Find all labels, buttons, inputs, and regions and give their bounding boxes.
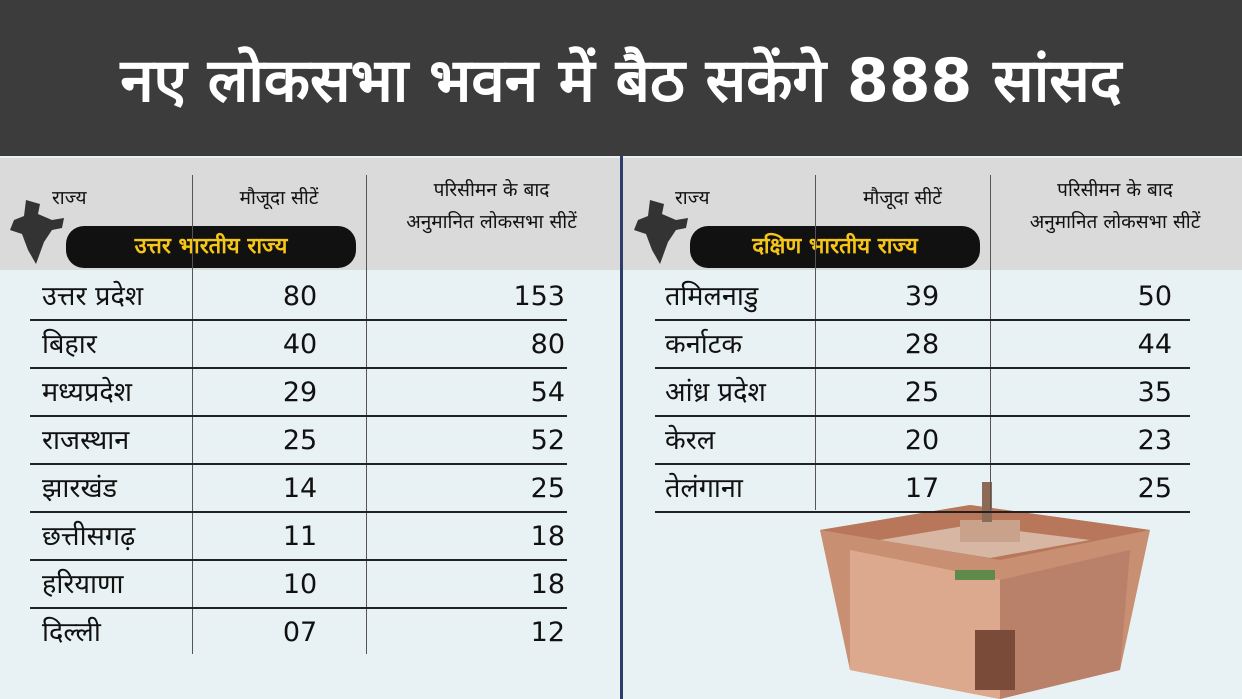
row-line	[30, 511, 567, 513]
header-after: परिसीमन के बाद	[433, 179, 550, 201]
state-name: दिल्ली	[42, 617, 101, 648]
parliament-illustration	[820, 482, 1150, 699]
row-line	[655, 511, 1190, 513]
divider	[620, 156, 623, 699]
state-name: केरल	[665, 425, 716, 456]
column-line	[192, 175, 193, 654]
projected-seats: 44	[1137, 329, 1172, 360]
row-line	[30, 415, 567, 417]
state-name: उत्तर प्रदेश	[42, 281, 144, 312]
projected-seats: 25	[530, 473, 565, 504]
row-line	[30, 559, 567, 561]
state-name: राजस्थान	[42, 425, 130, 456]
current-seats: 14	[282, 473, 318, 504]
projected-seats: 18	[530, 521, 565, 552]
current-seats: 20	[904, 425, 940, 456]
current-seats: 11	[282, 521, 318, 552]
row-line	[655, 367, 1190, 369]
title: नए लोकसभा भवन में बैठ सकेंगे 888 सांसद	[120, 46, 1122, 116]
current-seats: 28	[904, 329, 940, 360]
row-line	[30, 607, 567, 609]
header-after: अनुमानित लोकसभा सीटें	[406, 211, 577, 233]
projected-seats: 12	[530, 617, 565, 648]
state-name: हरियाणा	[42, 569, 124, 600]
state-name: तेलंगाना	[665, 473, 743, 504]
row-line	[655, 415, 1190, 417]
region-badge: उत्तर भारतीय राज्य	[66, 226, 356, 268]
current-seats: 07	[282, 617, 318, 648]
state-name: आंध्र प्रदेश	[665, 377, 766, 408]
projected-seats: 23	[1137, 425, 1172, 456]
header-state: राज्य	[675, 187, 710, 209]
projected-seats: 50	[1137, 281, 1172, 312]
projected-seats: 35	[1137, 377, 1172, 408]
projected-seats: 18	[530, 569, 565, 600]
projected-seats: 54	[530, 377, 565, 408]
column-line	[815, 175, 816, 510]
state-name: झारखंड	[42, 473, 117, 504]
state-name: मध्यप्रदेश	[42, 377, 133, 408]
india-map-icon	[10, 200, 64, 264]
region-badge: दक्षिण भारतीय राज्य	[690, 226, 980, 268]
title-bar: नए लोकसभा भवन में बैठ सकेंगे 888 सांसद	[0, 0, 1242, 156]
projected-seats: 25	[1137, 473, 1172, 504]
row-line	[655, 463, 1190, 465]
row-line	[655, 319, 1190, 321]
state-name: तमिलनाडु	[665, 281, 759, 312]
current-seats: 29	[282, 377, 318, 408]
row-line	[30, 319, 567, 321]
header-after: परिसीमन के बाद	[1057, 179, 1173, 201]
header-current: मौजूदा सीटें	[863, 187, 942, 209]
row-line	[30, 367, 567, 369]
current-seats: 17	[904, 473, 940, 504]
current-seats: 25	[282, 425, 318, 456]
current-seats: 40	[282, 329, 318, 360]
current-seats: 80	[282, 281, 318, 312]
column-line	[366, 175, 367, 654]
current-seats: 39	[904, 281, 940, 312]
state-name: बिहार	[42, 329, 97, 360]
projected-seats: 52	[530, 425, 565, 456]
state-name: कर्नाटक	[665, 329, 743, 360]
india-map-icon	[634, 200, 688, 264]
header-current: मौजूदा सीटें	[239, 187, 319, 209]
projected-seats: 153	[513, 281, 565, 312]
projected-seats: 80	[530, 329, 565, 360]
header-state: राज्य	[52, 187, 87, 209]
current-seats: 10	[282, 569, 318, 600]
current-seats: 25	[904, 377, 940, 408]
column-line	[990, 175, 991, 510]
row-line	[30, 463, 567, 465]
header-after: अनुमानित लोकसभा सीटें	[1029, 211, 1201, 233]
state-name: छत्तीसगढ़	[42, 521, 136, 552]
